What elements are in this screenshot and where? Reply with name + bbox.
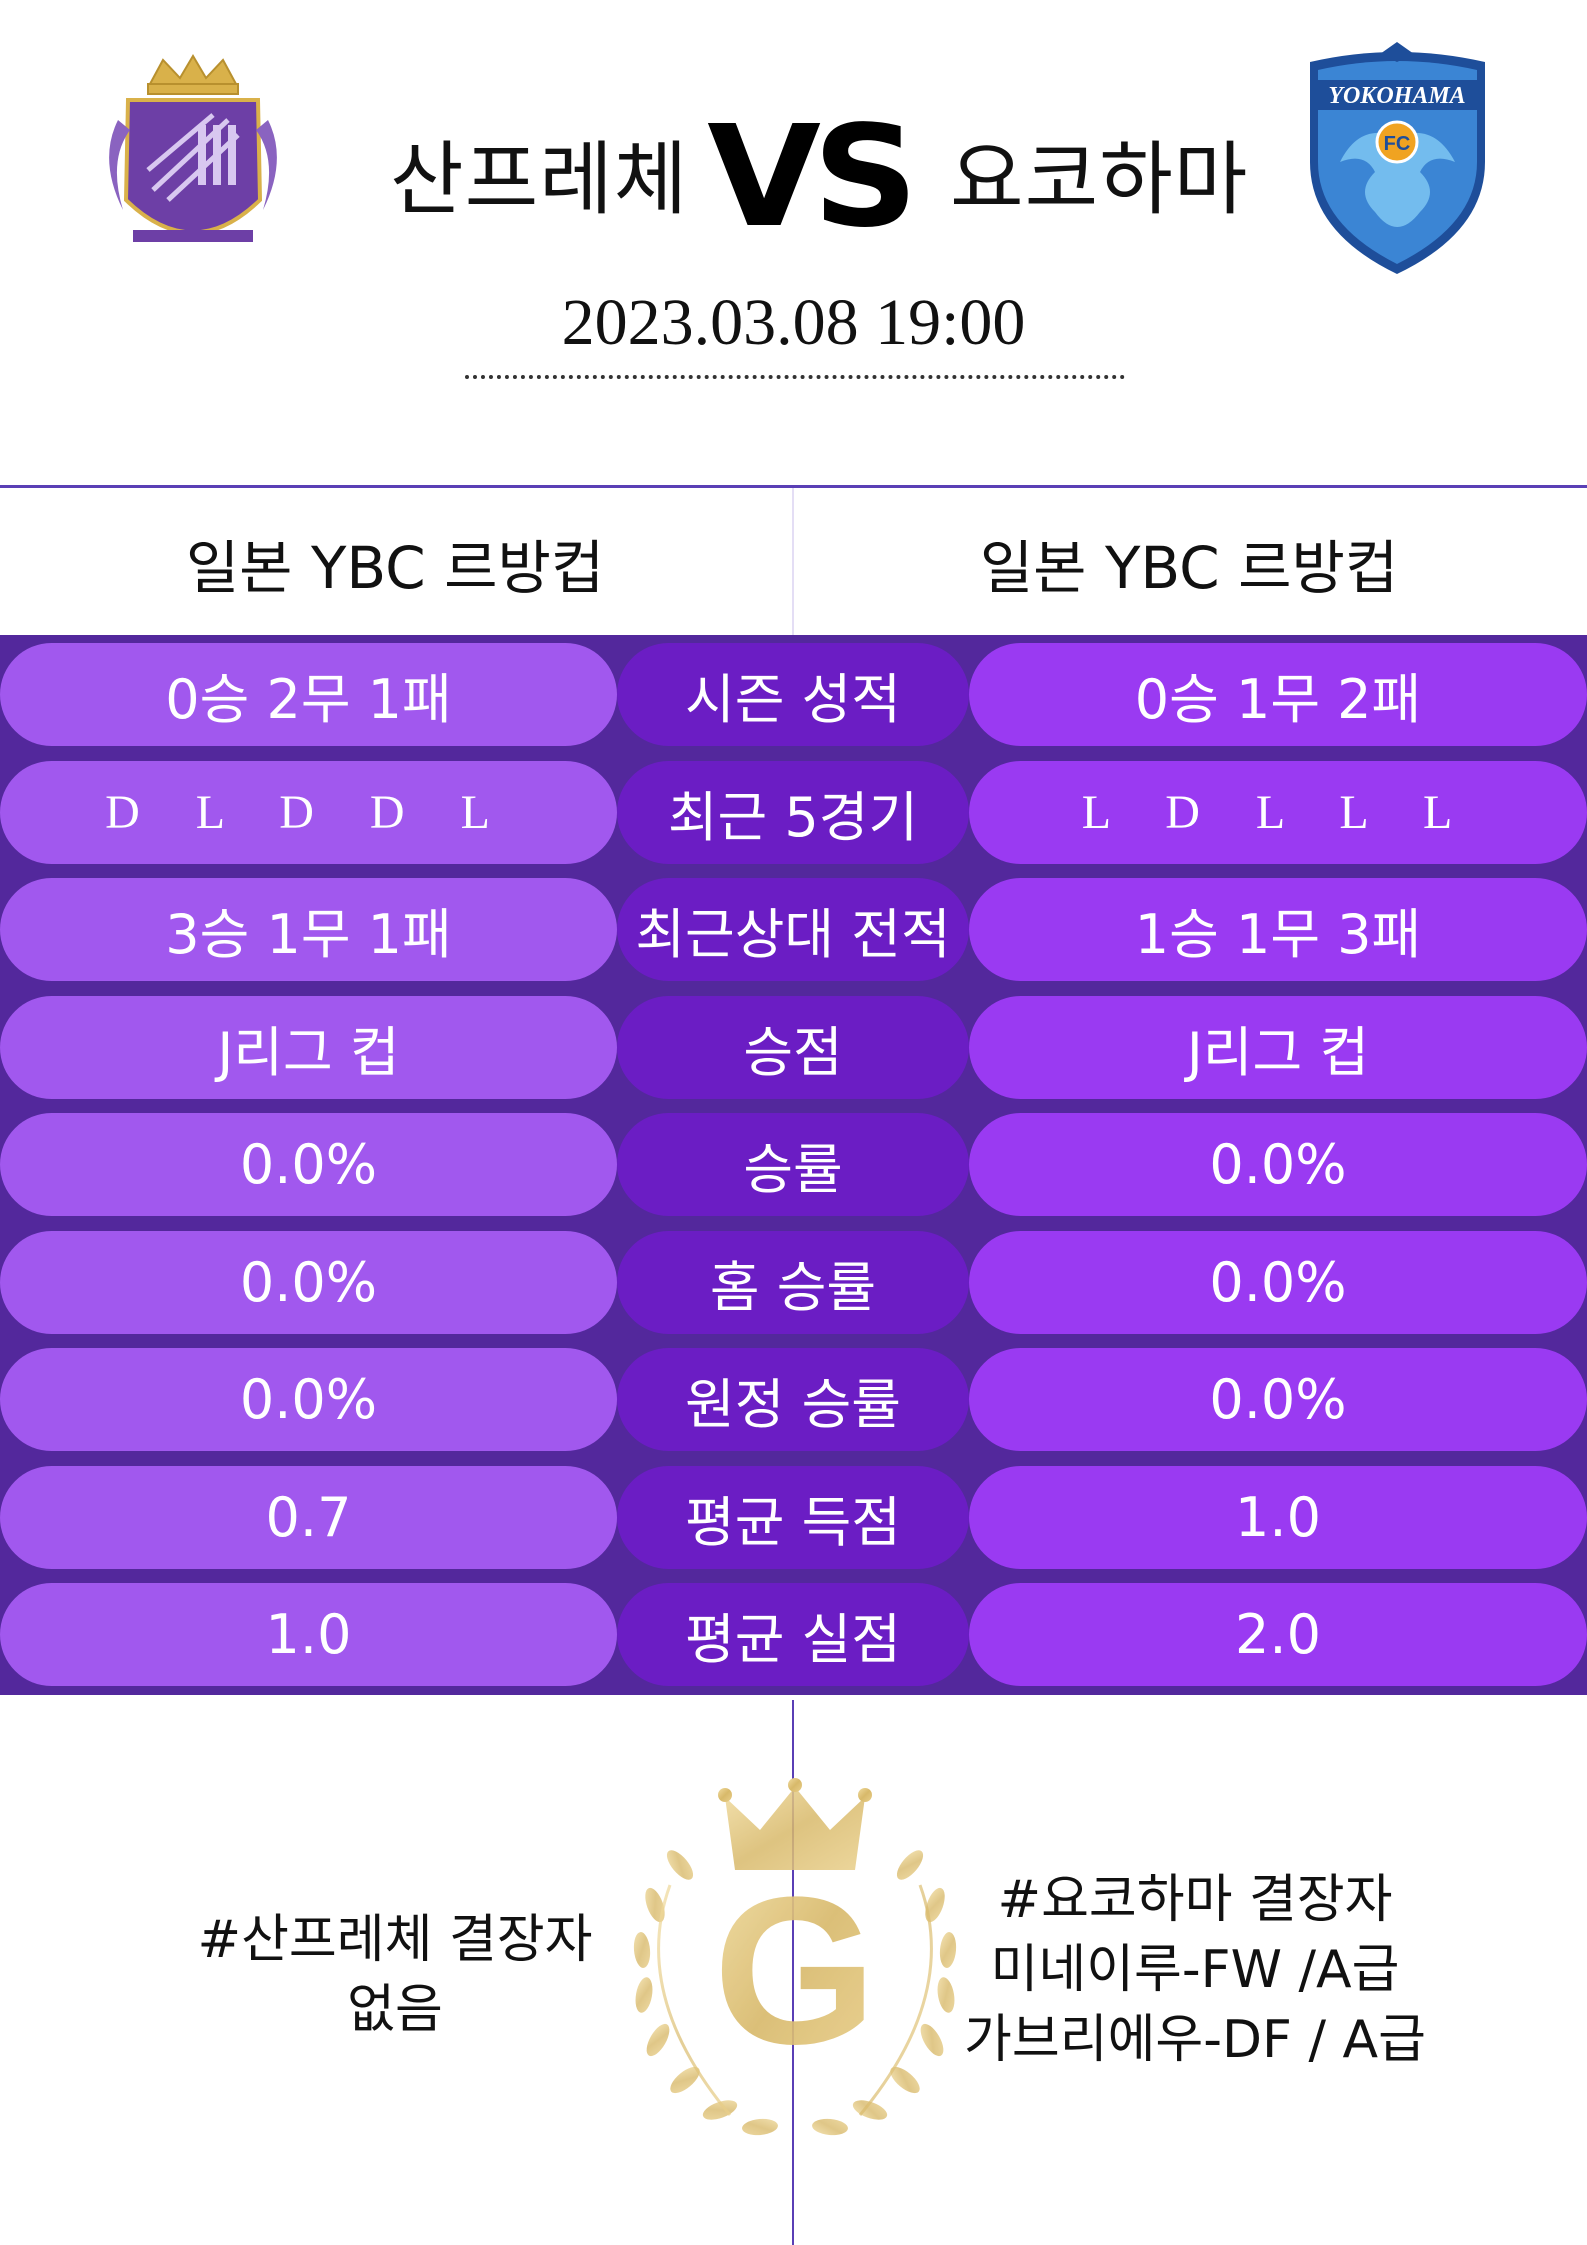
home-stat-value: 0.7 [0, 1466, 617, 1569]
league-row: 일본 YBC 르방컵 일본 YBC 르방컵 [0, 485, 1587, 638]
stat-label: 평균 득점 [617, 1466, 969, 1569]
emblem-letter: G [713, 1853, 876, 2088]
home-absences-text: #산프레체 결장자 없음 [180, 1905, 610, 2045]
stat-label: 홈 승률 [617, 1231, 969, 1334]
vs-label: VS [707, 96, 918, 259]
stat-row-avg-goals: 0.7 평균 득점 1.0 [0, 1466, 1587, 1569]
away-absences-text: #요코하마 결장자 미네이루-FW /A급 가브리에우-DF / A급 [925, 1865, 1465, 2075]
stat-row-home-winrate: 0.0% 홈 승률 0.0% [0, 1231, 1587, 1334]
away-absence-item: 미네이루-FW /A급 [990, 1940, 1400, 2000]
yokohama-fc-crest-icon: YOKOHAMA FC [1300, 42, 1495, 277]
stat-label: 시즌 성적 [617, 643, 969, 746]
stat-row-recent5: D L D D L 최근 5경기 L D L L L [0, 761, 1587, 864]
away-stat-value: 1.0 [969, 1466, 1587, 1569]
away-absence-item: 가브리에우-DF / A급 [964, 2010, 1426, 2070]
home-stat-value: 0.0% [0, 1231, 617, 1334]
away-crest-badge: FC [1384, 133, 1411, 155]
away-team-name: 요코하마 [950, 133, 1249, 226]
stat-row-avg-conceded: 1.0 평균 실점 2.0 [0, 1583, 1587, 1686]
stat-row-winrate: 0.0% 승률 0.0% [0, 1113, 1587, 1216]
away-stat-value: 1승 1무 3패 [969, 878, 1587, 981]
sanfrecce-crest-icon [88, 50, 298, 270]
stat-row-away-winrate: 0.0% 원정 승률 0.0% [0, 1348, 1587, 1451]
home-stat-value: 3승 1무 1패 [0, 878, 617, 981]
home-absences-panel [0, 1700, 790, 2245]
away-stat-value: 0.0% [969, 1231, 1587, 1334]
away-stat-value: 0.0% [969, 1348, 1587, 1451]
stat-label: 최근 5경기 [617, 761, 969, 864]
stat-label: 평균 실점 [617, 1583, 969, 1686]
home-stat-value: J리그 컵 [0, 996, 617, 1099]
away-absences-panel [794, 1700, 1587, 2245]
dotted-divider [465, 375, 1125, 379]
home-team-name: 산프레체 [390, 133, 689, 226]
home-stat-value: 0승 2무 1패 [0, 643, 617, 746]
away-stat-value: J리그 컵 [969, 996, 1587, 1099]
home-stat-value: 1.0 [0, 1583, 617, 1686]
home-absences-title: #산프레체 결장자 [197, 1910, 593, 1970]
crown-laurel-emblem-icon: G [610, 1775, 980, 2155]
away-stat-value: 0승 1무 2패 [969, 643, 1587, 746]
center-divider [792, 1700, 794, 2245]
home-league: 일본 YBC 르방컵 [185, 534, 605, 602]
stat-label: 승점 [617, 996, 969, 1099]
stat-label: 원정 승률 [617, 1348, 969, 1451]
away-league: 일본 YBC 르방컵 [792, 488, 1584, 638]
home-stat-value: 0.0% [0, 1348, 617, 1451]
home-stat-value: 0.0% [0, 1113, 617, 1216]
stat-row-season: 0승 2무 1패 시즌 성적 0승 1무 2패 [0, 643, 1587, 746]
away-absences-title: #요코하마 결장자 [997, 1870, 1393, 1930]
stat-label: 승률 [617, 1113, 969, 1216]
match-header: 산프레체 VS 요코하마 YOKOHAMA FC 2023.03.08 19:0… [0, 0, 1587, 485]
stat-row-h2h: 3승 1무 1패 최근상대 전적 1승 1무 3패 [0, 878, 1587, 981]
stats-table: 0승 2무 1패 시즌 성적 0승 1무 2패 D L D D L 최근 5경기… [0, 635, 1587, 1695]
home-stat-value: D L D D L [0, 761, 617, 864]
match-datetime: 2023.03.08 19:00 [561, 286, 1026, 359]
away-stat-value: 0.0% [969, 1113, 1587, 1216]
away-crest-text: YOKOHAMA [1328, 83, 1465, 109]
away-stat-value: 2.0 [969, 1583, 1587, 1686]
away-stat-value: L D L L L [969, 761, 1587, 864]
stat-row-points: J리그 컵 승점 J리그 컵 [0, 996, 1587, 1099]
home-absence-item: 없음 [347, 1980, 443, 2040]
stat-label: 최근상대 전적 [617, 878, 969, 981]
